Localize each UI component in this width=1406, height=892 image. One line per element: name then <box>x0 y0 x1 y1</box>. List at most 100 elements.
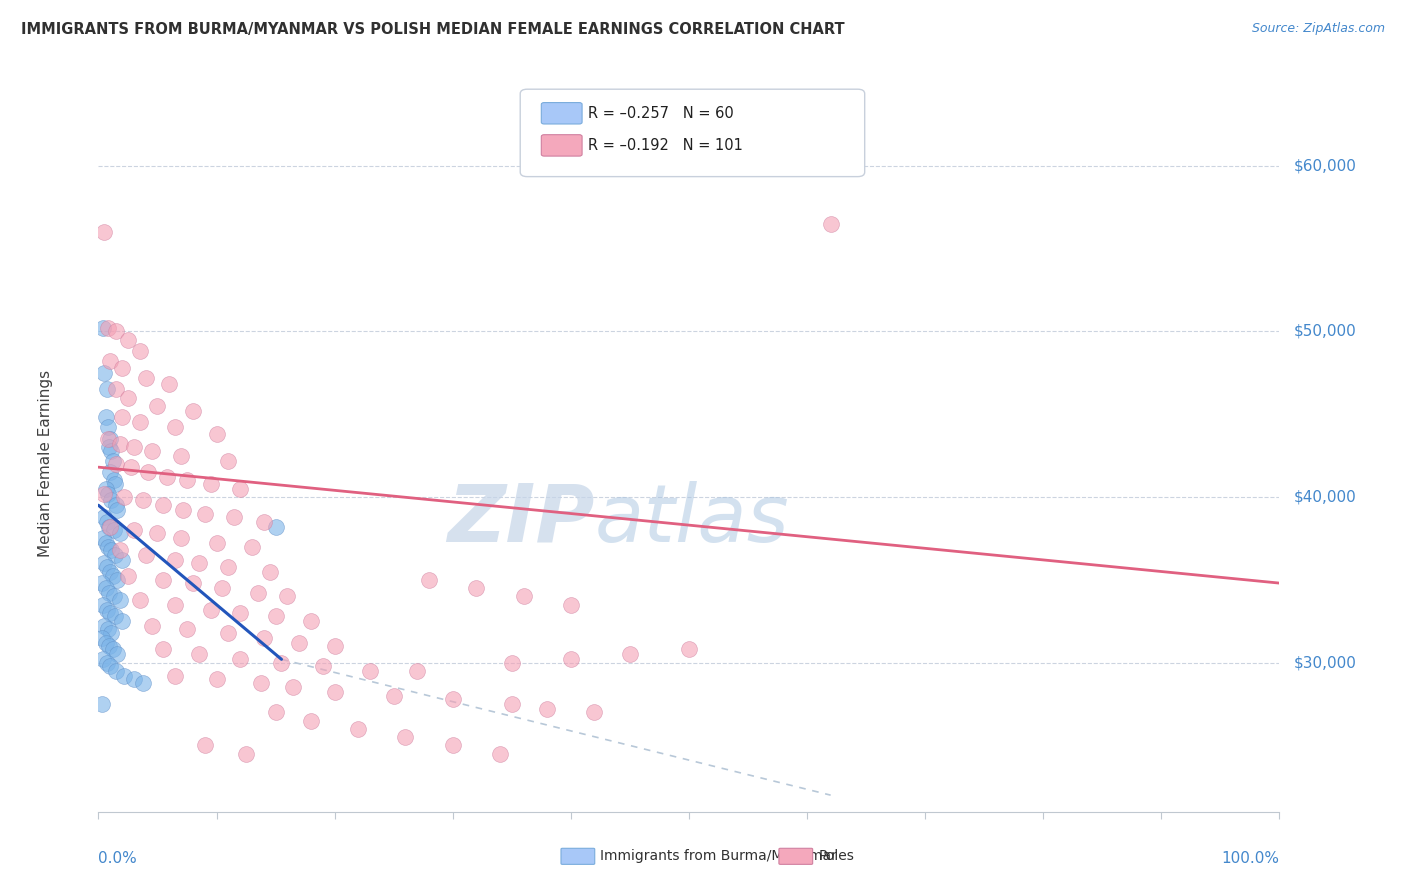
Text: 100.0%: 100.0% <box>1222 851 1279 865</box>
Point <box>91 697 114 711</box>
Point <box>94 536 117 550</box>
Point <box>105 648 128 662</box>
Point <box>217 625 239 640</box>
Point <box>323 685 346 699</box>
Point <box>264 609 287 624</box>
Point <box>489 747 512 761</box>
Point <box>93 366 115 380</box>
Point <box>146 526 169 541</box>
Point <box>98 440 121 454</box>
Point <box>560 598 582 612</box>
Point <box>91 576 114 591</box>
Point <box>141 619 163 633</box>
Point <box>253 515 276 529</box>
Point <box>111 553 134 567</box>
Point <box>583 706 606 720</box>
Point <box>91 631 114 645</box>
Point <box>156 470 179 484</box>
Point <box>128 592 150 607</box>
Point <box>512 590 534 604</box>
Point <box>250 675 273 690</box>
Point <box>97 623 120 637</box>
Point <box>112 490 135 504</box>
Point <box>121 460 143 475</box>
Point <box>117 391 139 405</box>
Point <box>165 420 187 434</box>
Point <box>117 333 139 347</box>
Text: Median Female Earnings: Median Female Earnings <box>38 370 53 558</box>
Text: $50,000: $50,000 <box>1294 324 1357 339</box>
Point <box>181 576 204 591</box>
Point <box>111 410 134 425</box>
Point <box>259 565 281 579</box>
Point <box>217 453 239 467</box>
Point <box>253 631 276 645</box>
Text: R = –0.257   N = 60: R = –0.257 N = 60 <box>588 106 734 120</box>
Point <box>101 569 124 583</box>
Point <box>98 520 121 534</box>
Point <box>122 672 145 686</box>
Point <box>165 553 187 567</box>
Point <box>98 465 121 479</box>
Point <box>98 659 121 673</box>
Point <box>98 586 121 600</box>
Point <box>105 457 128 471</box>
Point <box>132 493 155 508</box>
Point <box>820 217 842 231</box>
Point <box>176 623 198 637</box>
Point <box>105 382 128 396</box>
Point <box>97 486 120 500</box>
Point <box>136 465 159 479</box>
Point <box>94 636 117 650</box>
Point <box>194 507 217 521</box>
Point <box>176 474 198 488</box>
Point <box>128 416 150 430</box>
Point <box>312 659 335 673</box>
Point <box>283 681 305 695</box>
Point <box>205 427 228 442</box>
Point <box>165 598 187 612</box>
Point <box>406 664 429 678</box>
Point <box>141 443 163 458</box>
Point <box>103 474 125 488</box>
Point <box>104 548 127 562</box>
Point <box>94 410 117 425</box>
Point <box>91 532 114 546</box>
Point <box>205 672 228 686</box>
Point <box>108 543 131 558</box>
Point <box>91 321 114 335</box>
Text: $60,000: $60,000 <box>1294 158 1357 173</box>
Point <box>108 592 131 607</box>
Point <box>103 523 125 537</box>
Point <box>229 482 252 496</box>
Point <box>96 515 118 529</box>
Point <box>276 590 298 604</box>
Point <box>96 602 118 616</box>
Text: 0.0%: 0.0% <box>98 851 138 865</box>
Point <box>240 540 263 554</box>
Point <box>323 639 346 653</box>
Point <box>100 543 122 558</box>
Point <box>108 437 131 451</box>
Point <box>98 432 121 446</box>
Point <box>135 548 157 562</box>
Point <box>111 360 134 375</box>
Point <box>104 609 127 624</box>
Point <box>93 225 115 239</box>
Point <box>97 420 120 434</box>
Point <box>93 556 115 570</box>
Point <box>103 590 125 604</box>
Point <box>104 476 127 491</box>
Point <box>235 747 257 761</box>
Point <box>299 614 322 628</box>
Text: IMMIGRANTS FROM BURMA/MYANMAR VS POLISH MEDIAN FEMALE EARNINGS CORRELATION CHART: IMMIGRANTS FROM BURMA/MYANMAR VS POLISH … <box>21 22 845 37</box>
Point <box>200 476 222 491</box>
Text: Immigrants from Burma/Myanmar: Immigrants from Burma/Myanmar <box>600 849 837 863</box>
Point <box>217 559 239 574</box>
Point <box>200 602 222 616</box>
Point <box>501 697 523 711</box>
Point <box>394 730 416 744</box>
Point <box>100 493 122 508</box>
Point <box>111 614 134 628</box>
Point <box>112 669 135 683</box>
